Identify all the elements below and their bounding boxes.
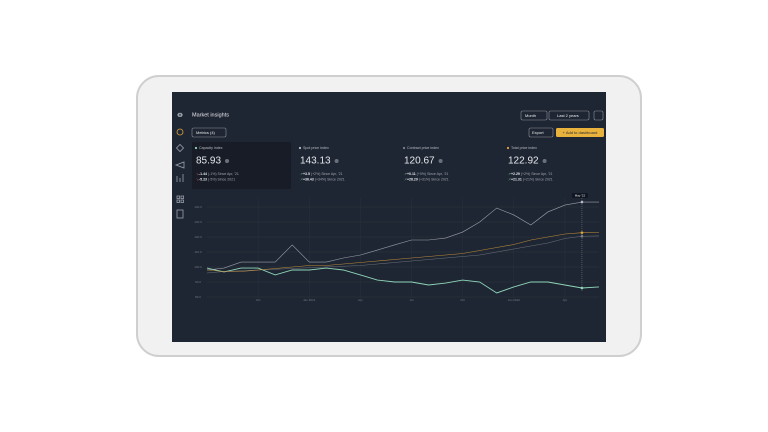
card-dot xyxy=(194,146,198,150)
series-line xyxy=(206,267,600,294)
change-note: (-5%) Since 2021 xyxy=(208,177,235,181)
add-label: + Add to dashboard xyxy=(563,130,598,135)
nav-icon[interactable] xyxy=(174,161,185,169)
cursor-dot xyxy=(580,200,584,204)
y-tick-label: 130.0 xyxy=(194,220,202,224)
change-arrow: ↘ xyxy=(196,177,199,181)
expand-button[interactable] xyxy=(593,110,604,121)
x-tick-label: Oct xyxy=(256,298,261,302)
change-arrow: ↘ xyxy=(196,172,199,176)
card-dot xyxy=(506,146,510,150)
cursor-dot xyxy=(580,234,584,238)
change-note: (+2%) Since Apr, '21 xyxy=(311,172,343,176)
x-tick-label: Jul xyxy=(410,298,414,302)
x-tick-label: Apr xyxy=(358,298,363,302)
cards: Capacity index 85.93 ↘ -1.44 (-1%) Since Apr… xyxy=(192,142,553,189)
period-select[interactable] xyxy=(520,110,548,121)
export-label: Export xyxy=(532,130,544,135)
info-icon xyxy=(542,159,547,163)
change-note: (-1%) Since Apr, '21 xyxy=(208,172,239,176)
period-label: Month xyxy=(525,113,536,118)
nav-icon[interactable] xyxy=(176,174,184,182)
page-title: Market insights xyxy=(192,112,229,118)
sidebar: ‹› xyxy=(174,110,185,219)
nav-icon[interactable] xyxy=(176,209,184,219)
series-line xyxy=(206,201,599,271)
x-tick-label: Oct xyxy=(460,298,465,302)
nav-icon[interactable] xyxy=(176,128,184,136)
y-tick-label: 120.0 xyxy=(194,235,202,239)
x-tick-label: Jan 2022 xyxy=(508,298,521,302)
nav-icon[interactable] xyxy=(180,195,184,199)
range-label: Last 2 years xyxy=(557,113,579,118)
chart: 80.0 90.0 100.0 110.0 120.0 130.0 140.0 Oct Jan … xyxy=(194,193,600,302)
cursor-dot xyxy=(580,286,584,290)
change-delta: +36.43 xyxy=(303,177,314,181)
info-icon xyxy=(438,159,443,163)
card-label: Spot price index xyxy=(303,146,329,150)
change-arrow: ↗ xyxy=(508,172,511,176)
card-label: Capacity index xyxy=(199,146,223,150)
series-line xyxy=(206,232,600,272)
add-button[interactable] xyxy=(556,128,604,137)
change-arrow: ↗ xyxy=(404,172,407,176)
change-delta: +0.11 xyxy=(407,172,416,176)
y-tick-label: 90.0 xyxy=(195,280,201,284)
info-icon xyxy=(225,159,230,163)
nav-icon[interactable] xyxy=(176,199,180,203)
change-arrow: ↗ xyxy=(300,172,303,176)
y-tick-label: 100.0 xyxy=(194,265,202,269)
change-arrow: ↗ xyxy=(404,177,407,181)
change-note: (+0%) Since Apr, '21 xyxy=(417,172,449,176)
card-label: Total price index xyxy=(511,146,537,150)
change-arrow: ↗ xyxy=(300,177,303,181)
tooltip-text: May '22 xyxy=(575,193,586,197)
change-delta: +2.29 xyxy=(511,172,520,176)
card-value: 120.67 xyxy=(404,156,435,167)
range-select[interactable] xyxy=(548,110,590,121)
cursor-dot xyxy=(580,231,584,234)
y-tick-label: 80.0 xyxy=(195,295,201,299)
change-note: (+34%) Since 2021 xyxy=(315,177,345,181)
card-dot xyxy=(402,146,406,150)
series-line xyxy=(206,235,600,274)
y-tick-label: 140.0 xyxy=(194,205,202,209)
card-bg xyxy=(192,142,291,189)
metrics-label: Metrics (4) xyxy=(196,130,216,135)
change-note: (+2%) Since Apr, '21 xyxy=(521,172,553,176)
change-delta: +3.5 xyxy=(303,172,310,176)
card-dot xyxy=(298,146,302,150)
card-label: Contract price index xyxy=(407,146,439,150)
change-delta: -1.44 xyxy=(199,172,207,176)
card-value: 143.13 xyxy=(300,156,331,167)
x-tick-label: Jan 2021 xyxy=(303,298,316,302)
card-value: 122.92 xyxy=(508,156,539,167)
change-note: (+31%) Since 2021 xyxy=(419,177,449,181)
nav-icon[interactable] xyxy=(175,143,185,153)
change-note: (+21%) Since 2021 xyxy=(523,177,553,181)
change-arrow: ↗ xyxy=(508,177,511,181)
tooltip-box xyxy=(571,193,588,198)
change-delta: +21.31 xyxy=(511,177,522,181)
nav-icon[interactable] xyxy=(176,195,180,199)
export-button[interactable] xyxy=(528,127,554,138)
logo: ‹› xyxy=(177,110,183,119)
y-tick-label: 110.0 xyxy=(194,250,202,254)
x-tick-label: Apr xyxy=(563,298,568,302)
change-delta: +28.29 xyxy=(407,177,418,181)
card-value: 85.93 xyxy=(196,156,221,167)
change-delta: -5.23 xyxy=(199,177,207,181)
info-icon xyxy=(334,159,339,163)
nav-icon[interactable] xyxy=(180,199,184,203)
metrics-select[interactable] xyxy=(191,127,227,138)
